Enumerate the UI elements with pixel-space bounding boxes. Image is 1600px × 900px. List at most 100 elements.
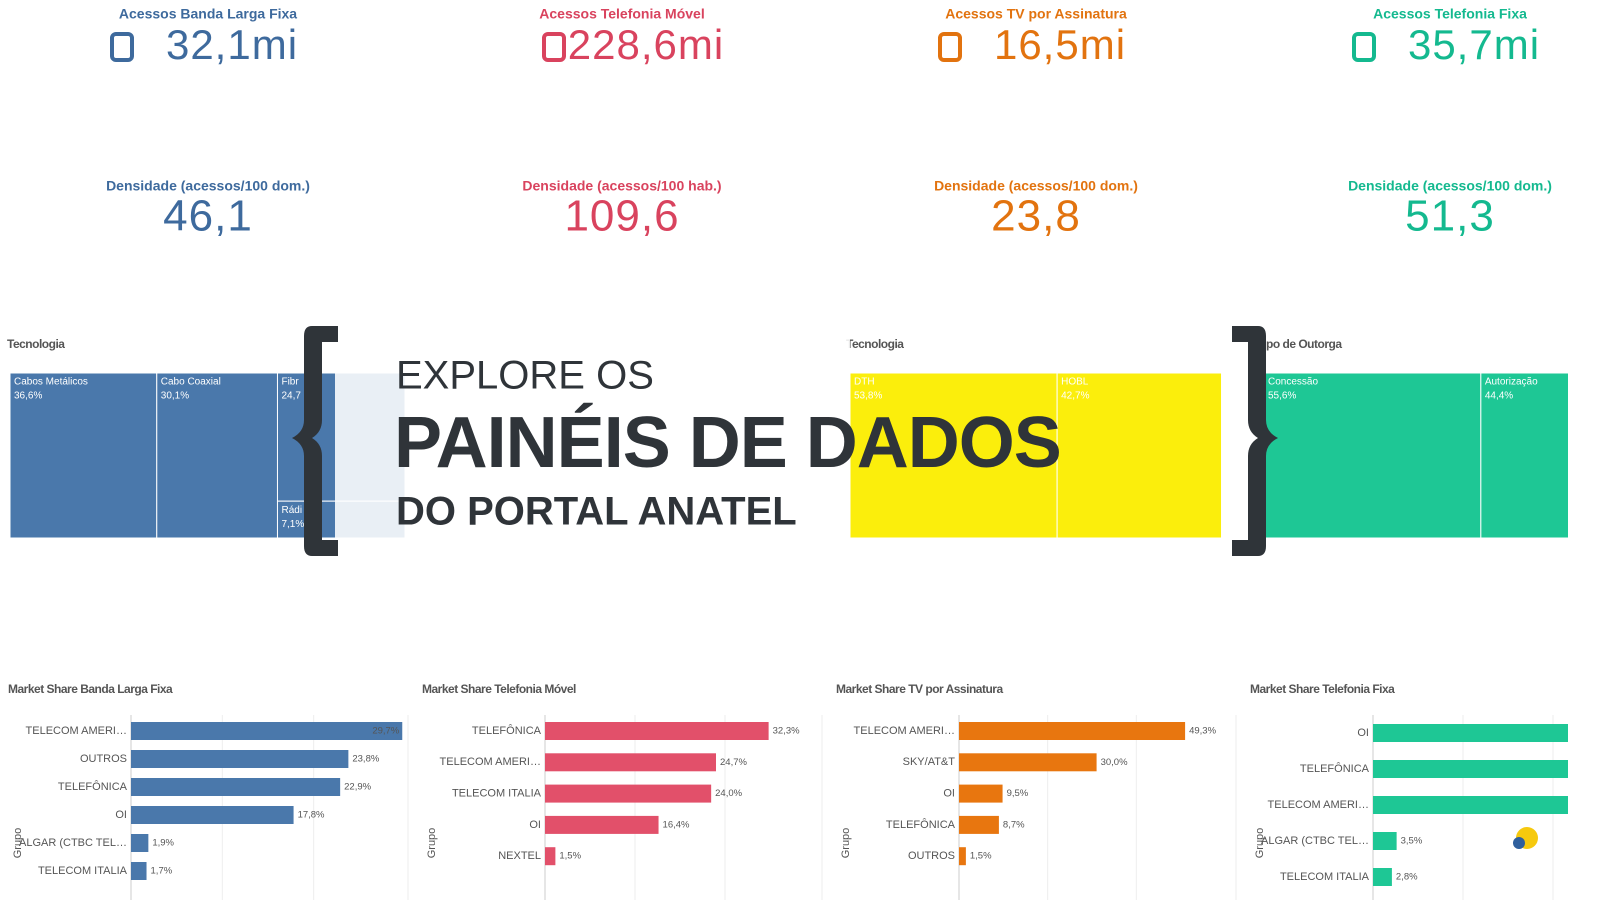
value-label: 24,7% (720, 757, 747, 768)
treemap-cell (1056, 372, 1223, 539)
value-label: 1,5% (559, 851, 581, 862)
bar (131, 750, 349, 768)
value-label: 2,8% (1396, 872, 1418, 883)
category-label: TELECOM ITALIA (452, 788, 542, 800)
cell-value: 36,6% (14, 391, 42, 402)
category-label: TELEFÔNICA (886, 818, 956, 831)
value-label: 22,9% (344, 782, 371, 793)
kpi-icon (938, 32, 962, 62)
chart-title: Market Share Telefonia Móvel (422, 682, 576, 696)
category-label: SKY/AT&T (903, 756, 956, 768)
cell-label: Rádi (281, 505, 302, 516)
category-label: OUTROS (80, 753, 127, 765)
category-label: OI (943, 788, 955, 800)
axis-label: Grupo (1254, 828, 1266, 859)
value-label: 32,3% (773, 726, 800, 737)
category-label: ALGAR (CTBC TEL… (1261, 835, 1369, 847)
density-value: 51,3 (1405, 192, 1495, 241)
axis-label: Grupo (426, 828, 438, 859)
category-label: NEXTEL (498, 850, 541, 862)
category-label: TELEFÔNICA (58, 780, 128, 793)
logo (1513, 827, 1538, 849)
category-label: OI (529, 819, 541, 831)
category-label: TELECOM ITALIA (1280, 871, 1370, 883)
category-label: TELECOM AMERI… (26, 725, 127, 737)
treemap-title: Tecnologia (846, 337, 904, 351)
left-brace (292, 326, 338, 556)
treemap-cell (1263, 372, 1482, 539)
category-label: TELECOM AMERI… (440, 756, 541, 768)
bar (545, 815, 659, 834)
treemap-title: Tecnologia (7, 337, 65, 351)
value-label: 8,7% (1003, 819, 1025, 830)
bar (1373, 868, 1392, 886)
bar (545, 784, 712, 803)
density-label: Densidade (acessos/100 dom.) (934, 178, 1138, 194)
bar (959, 722, 1186, 740)
value-label: 16,4% (663, 819, 690, 830)
cell-value: 55,6% (1268, 391, 1296, 402)
overlay-line2: PAINÉIS DE DADOS (394, 403, 1061, 483)
category-label: OUTROS (908, 850, 955, 862)
cell-label: Cabo Coaxial (161, 377, 221, 388)
bar (1373, 724, 1568, 742)
kpi-value: 16,5mi (994, 21, 1126, 68)
treemap-title: po de Outorga (1266, 337, 1342, 351)
chart-title: Market Share Telefonia Fixa (1250, 682, 1395, 696)
chart-title: Market Share Banda Larga Fixa (8, 682, 173, 696)
density-value: 23,8 (991, 192, 1081, 241)
cell-label: Concessão (1268, 377, 1318, 388)
kpi-value: 32,1mi (166, 21, 298, 68)
bar (131, 834, 149, 852)
value-label: 1,9% (152, 838, 174, 849)
kpi-icon (110, 32, 134, 62)
bar (131, 778, 341, 796)
cell-label: Cabos Metálicos (14, 377, 88, 388)
bar (131, 722, 403, 740)
bar (545, 722, 769, 740)
treemap-cell (849, 372, 1058, 539)
treemap-cell (1480, 372, 1568, 539)
cell-label: Autorização (1485, 377, 1538, 388)
cell-label: DTH (854, 377, 875, 388)
category-label: TELECOM AMERI… (1268, 799, 1369, 811)
value-label: 23,8% (352, 754, 379, 765)
kpi-title: Acessos TV por Assinatura (945, 6, 1127, 22)
axis-label: Grupo (840, 828, 852, 859)
value-label: 3,5% (1401, 836, 1423, 847)
category-label: ALGAR (CTBC TEL… (19, 837, 127, 849)
category-label: OI (115, 809, 127, 821)
kpi-value: 228,6mi (568, 21, 724, 68)
cell-label: HOBL (1061, 377, 1089, 388)
cell-value: 24,7 (281, 391, 301, 402)
axis-label: Grupo (12, 828, 24, 859)
density-label: Densidade (acessos/100 dom.) (106, 178, 310, 194)
value-label: 9,5% (1007, 788, 1029, 799)
overlay-backdrop (335, 330, 850, 545)
bar (959, 784, 1003, 803)
overlay-line1: EXPLORE OS (396, 354, 654, 398)
bar (131, 862, 147, 880)
bar (959, 847, 966, 866)
value-label: 1,7% (151, 866, 173, 877)
bar (131, 806, 294, 824)
kpi-title: Acessos Banda Larga Fixa (119, 6, 297, 22)
cell-value: 7,1% (281, 519, 304, 530)
bar (1373, 796, 1568, 814)
kpi-title: Acessos Telefonia Móvel (539, 6, 704, 22)
value-label: 49,3% (1189, 726, 1216, 737)
treemap-cell (156, 372, 278, 539)
right-brace (1232, 326, 1278, 556)
chart-title: Market Share TV por Assinatura (836, 682, 1003, 696)
category-label: TELECOM AMERI… (854, 725, 955, 737)
bar (959, 815, 999, 834)
bar (545, 753, 716, 772)
category-label: TELEFÔNICA (472, 724, 542, 737)
cell-value: 44,4% (1485, 391, 1513, 402)
value-label: 30,0% (1101, 757, 1128, 768)
cell-value: 42,7% (1061, 391, 1089, 402)
cell-value: 53,8% (854, 391, 882, 402)
overlay-line3: DO PORTAL ANATEL (396, 490, 797, 534)
density-label: Densidade (acessos/100 hab.) (522, 178, 721, 194)
